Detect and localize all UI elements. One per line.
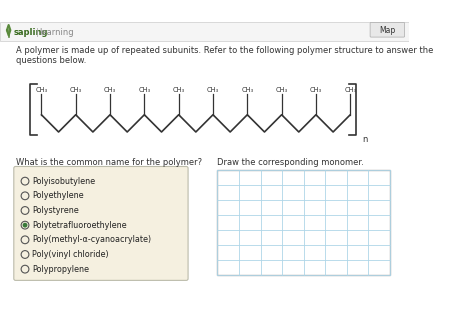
- Text: Draw the corresponding monomer.: Draw the corresponding monomer.: [218, 158, 364, 167]
- FancyBboxPatch shape: [370, 22, 405, 37]
- Text: CH₃: CH₃: [275, 87, 288, 93]
- Text: Polypropylene: Polypropylene: [32, 265, 89, 274]
- Text: What is the common name for the polymer?: What is the common name for the polymer?: [16, 158, 201, 167]
- Text: n: n: [362, 135, 368, 144]
- Text: CH₃: CH₃: [70, 87, 82, 93]
- Text: sapling: sapling: [14, 28, 48, 37]
- Text: CH₃: CH₃: [207, 87, 219, 93]
- Text: Poly(methyl-α-cyanoacrylate): Poly(methyl-α-cyanoacrylate): [32, 235, 151, 244]
- FancyBboxPatch shape: [0, 22, 409, 41]
- Text: CH₃: CH₃: [241, 87, 254, 93]
- FancyBboxPatch shape: [14, 166, 188, 280]
- Text: CH₃: CH₃: [36, 87, 47, 93]
- Text: Poly(vinyl chloride): Poly(vinyl chloride): [32, 250, 109, 259]
- Text: Polystyrene: Polystyrene: [32, 206, 79, 215]
- Text: CH₃: CH₃: [344, 87, 356, 93]
- Text: Polyisobutylene: Polyisobutylene: [32, 177, 95, 186]
- Text: A polymer is made up of repeated subunits. Refer to the following polymer struct: A polymer is made up of repeated subunit…: [16, 46, 433, 65]
- Text: |: |: [36, 28, 39, 37]
- Circle shape: [23, 223, 27, 228]
- Text: CH₃: CH₃: [138, 87, 150, 93]
- Text: Polytetrafluoroethylene: Polytetrafluoroethylene: [32, 221, 127, 230]
- Text: learning: learning: [40, 28, 74, 37]
- Text: CH₃: CH₃: [104, 87, 116, 93]
- Text: CH₃: CH₃: [310, 87, 322, 93]
- Text: CH₃: CH₃: [173, 87, 185, 93]
- Text: Polyethylene: Polyethylene: [32, 191, 83, 200]
- Text: Map: Map: [379, 26, 395, 35]
